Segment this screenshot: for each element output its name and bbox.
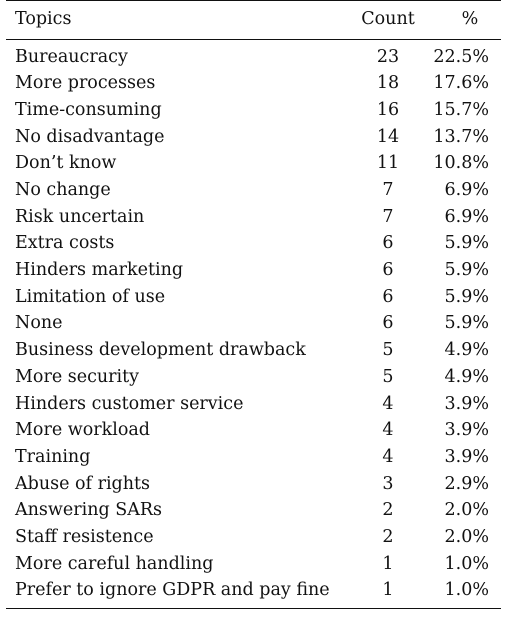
cell-count: 2 (382, 526, 394, 547)
table-row: Abuse of rights 3 2.9% (6, 471, 501, 498)
cell-topic: Don’t know (15, 153, 117, 174)
cell-count: 6 (382, 260, 394, 281)
cell-topic: Risk uncertain (15, 206, 145, 227)
cell-topic: Abuse of rights (15, 473, 151, 494)
cell-topic: Bureaucracy (15, 46, 128, 67)
cell-topic: Answering SARs (15, 500, 163, 521)
cell-percent: 2.0% (444, 526, 489, 547)
cell-count: 6 (382, 286, 394, 307)
cell-percent: 6.9% (444, 180, 489, 201)
cell-topic: Hinders marketing (15, 260, 184, 281)
cell-percent: 5.9% (444, 233, 489, 254)
cell-percent: 5.9% (444, 260, 489, 281)
cell-topic: Time-consuming (15, 99, 162, 120)
header-row: Topics Count % (6, 0, 501, 40)
cell-count: 3 (382, 473, 394, 494)
cell-count: 1 (382, 580, 394, 601)
table-row: Bureaucracy 23 22.5% (6, 40, 501, 71)
cell-count: 11 (376, 153, 400, 174)
header-percent: % (461, 9, 479, 30)
table-row: More workload 4 3.9% (6, 418, 501, 445)
cell-count: 7 (382, 180, 394, 201)
table-row: More security 5 4.9% (6, 364, 501, 391)
topics-table-container: Topics Count % Bureaucracy 23 22.5% More pr… (6, 0, 501, 609)
cell-percent: 13.7% (433, 126, 489, 147)
cell-topic: No disadvantage (15, 126, 165, 147)
cell-count: 23 (376, 46, 400, 67)
header-count: Count (361, 9, 415, 30)
cell-percent: 1.0% (444, 553, 489, 574)
table-header: Topics Count % (6, 0, 501, 40)
cell-percent: 4.9% (444, 366, 489, 387)
cell-count: 2 (382, 500, 394, 521)
cell-topic: Training (15, 446, 91, 467)
table-row: Prefer to ignore GDPR and pay fine 1 1.0% (6, 578, 501, 609)
cell-percent: 5.9% (444, 313, 489, 334)
cell-count: 7 (382, 206, 394, 227)
table-row: Time-consuming 16 15.7% (6, 97, 501, 124)
cell-count: 5 (382, 340, 394, 361)
cell-percent: 17.6% (433, 73, 489, 94)
cell-percent: 1.0% (444, 580, 489, 601)
table-row: Hinders marketing 6 5.9% (6, 258, 501, 285)
cell-percent: 10.8% (433, 153, 489, 174)
cell-topic: None (15, 313, 63, 334)
table-row: Staff resistence 2 2.0% (6, 524, 501, 551)
topics-table: Topics Count % Bureaucracy 23 22.5% More pr… (6, 0, 501, 609)
cell-percent: 2.9% (444, 473, 489, 494)
cell-percent: 6.9% (444, 206, 489, 227)
table-row: Risk uncertain 7 6.9% (6, 204, 501, 231)
cell-topic: Staff resistence (15, 526, 154, 547)
cell-percent: 15.7% (433, 99, 489, 120)
table-row: Hinders customer service 4 3.9% (6, 391, 501, 418)
table-row: No disadvantage 14 13.7% (6, 124, 501, 151)
cell-count: 5 (382, 366, 394, 387)
cell-topic: Business development drawback (15, 340, 306, 361)
table-row: Don’t know 11 10.8% (6, 151, 501, 178)
cell-percent: 3.9% (444, 420, 489, 441)
cell-count: 6 (382, 313, 394, 334)
cell-percent: 22.5% (433, 46, 489, 67)
cell-topic: More security (15, 366, 140, 387)
cell-topic: Hinders customer service (15, 393, 244, 414)
cell-topic: Limitation of use (15, 286, 166, 307)
cell-percent: 3.9% (444, 393, 489, 414)
table-row: Business development drawback 5 4.9% (6, 338, 501, 365)
cell-topic: Prefer to ignore GDPR and pay fine (15, 580, 330, 601)
cell-topic: No change (15, 180, 111, 201)
table-row: More processes 18 17.6% (6, 71, 501, 98)
table-body: Bureaucracy 23 22.5% More processes 18 17.6% T… (6, 40, 501, 609)
table-row: No change 7 6.9% (6, 177, 501, 204)
header-topics: Topics (15, 9, 72, 30)
table-row: More careful handling 1 1.0% (6, 551, 501, 578)
cell-count: 18 (376, 73, 400, 94)
table-row: None 6 5.9% (6, 311, 501, 338)
cell-percent: 5.9% (444, 286, 489, 307)
cell-topic: More processes (15, 73, 156, 94)
cell-topic: Extra costs (15, 233, 115, 254)
cell-count: 14 (376, 126, 400, 147)
cell-count: 4 (382, 393, 394, 414)
table-row: Limitation of use 6 5.9% (6, 284, 501, 311)
cell-count: 16 (376, 99, 400, 120)
cell-count: 1 (382, 553, 394, 574)
cell-percent: 3.9% (444, 446, 489, 467)
cell-count: 6 (382, 233, 394, 254)
cell-topic: More workload (15, 420, 150, 441)
cell-percent: 4.9% (444, 340, 489, 361)
table-row: Extra costs 6 5.9% (6, 231, 501, 258)
cell-percent: 2.0% (444, 500, 489, 521)
cell-topic: More careful handling (15, 553, 214, 574)
table-row: Answering SARs 2 2.0% (6, 498, 501, 525)
cell-count: 4 (382, 420, 394, 441)
table-row: Training 4 3.9% (6, 444, 501, 471)
cell-count: 4 (382, 446, 394, 467)
